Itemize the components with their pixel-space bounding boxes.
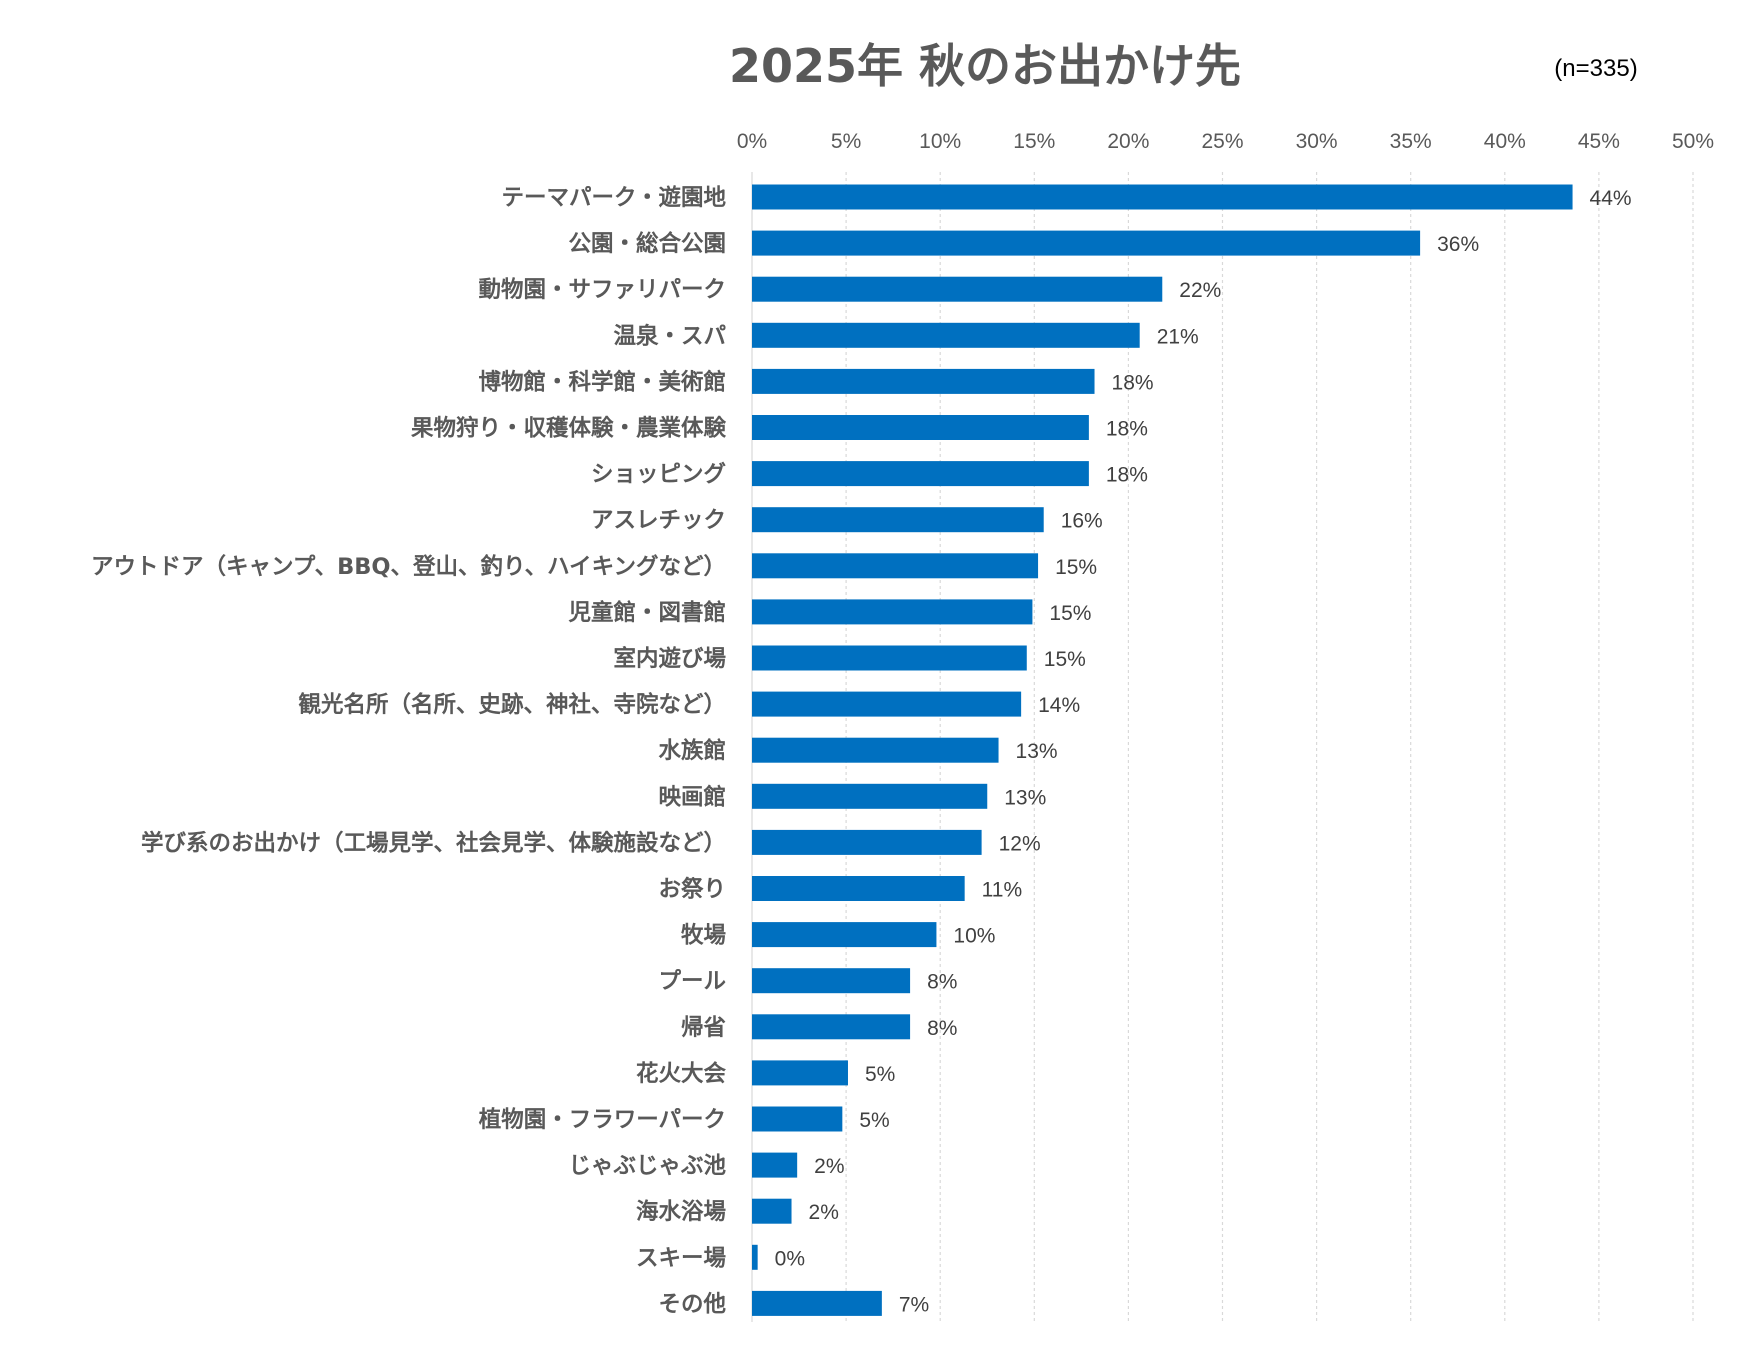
labels: 0% 5% 10% 15% 20% 25% 30% 35% 40% 45% 50% テーマパーク・遊園…: [91, 130, 1714, 1317]
x-tick-label: 50%: [1672, 130, 1714, 153]
bar: [752, 1198, 792, 1224]
category-label: 花火大会: [636, 1060, 727, 1087]
bar: [752, 415, 1089, 440]
bars: [752, 184, 1573, 1316]
value-label: 18%: [1106, 418, 1148, 441]
x-tick-label: 0%: [737, 130, 767, 153]
value-label: 36%: [1437, 233, 1479, 256]
category-label: 映画館: [658, 783, 726, 810]
bar: [752, 645, 1027, 671]
category-label: 観光名所（名所、史跡、神社、寺院など）: [298, 691, 726, 718]
value-label: 44%: [1590, 187, 1632, 210]
value-label: 5%: [865, 1063, 895, 1086]
category-label: 動物園・サファリパーク: [478, 276, 726, 303]
category-label: プール: [658, 969, 726, 995]
category-label: テーマパーク・遊園地: [501, 184, 726, 211]
value-label: 10%: [953, 925, 995, 948]
category-label: アスレチック: [591, 508, 726, 534]
value-label: 14%: [1038, 694, 1080, 717]
bar: [752, 1244, 758, 1270]
value-label: 18%: [1106, 464, 1148, 487]
value-label: 22%: [1179, 279, 1221, 302]
category-label: その他: [658, 1291, 726, 1317]
value-label: 0%: [775, 1247, 805, 1270]
category-label: 室内遊び場: [613, 645, 726, 672]
category-label: 牧場: [681, 922, 727, 949]
bar: [752, 553, 1039, 579]
bar: [752, 968, 911, 994]
x-tick-label: 35%: [1390, 130, 1432, 153]
bar: [752, 599, 1033, 625]
bar: [752, 922, 937, 948]
category-label: ショッピング: [591, 461, 727, 488]
value-label: 8%: [927, 971, 957, 994]
bar: [752, 230, 1421, 256]
x-tick-label: 5%: [831, 130, 861, 153]
bar: [752, 829, 982, 855]
bar: [752, 783, 988, 809]
value-label: 18%: [1112, 371, 1154, 394]
bar: [752, 691, 1022, 717]
bar: [752, 1060, 848, 1086]
category-label: 公園・総合公園: [568, 230, 726, 257]
value-label: 7%: [899, 1293, 929, 1316]
category-label: 植物園・フラワーパーク: [479, 1106, 726, 1133]
category-label: 海水浴場: [636, 1198, 727, 1225]
value-label: 11%: [982, 879, 1022, 902]
bar: [752, 184, 1573, 210]
value-label: 8%: [927, 1017, 957, 1040]
category-label: アウトドア（キャンプ、BBQ、登山、釣り、ハイキングなど）: [91, 553, 726, 580]
x-tick-label: 15%: [1013, 130, 1055, 153]
category-label: 水族館: [658, 737, 726, 764]
bar: [752, 737, 999, 763]
x-tick-label: 40%: [1484, 130, 1526, 153]
category-label: スキー場: [636, 1245, 727, 1271]
value-label: 15%: [1055, 556, 1097, 579]
x-tick-label: 20%: [1107, 130, 1149, 153]
category-label: じゃぶじゃぶ池: [568, 1153, 726, 1179]
category-label: 学び系のお出かけ（工場見学、社会見学、体験施設など）: [141, 829, 726, 856]
value-label: 2%: [809, 1201, 839, 1224]
category-label: お祭り: [658, 876, 726, 903]
bar: [752, 876, 965, 901]
sample-size-note: (n=335): [1554, 55, 1637, 82]
bar: [752, 276, 1163, 302]
value-label: 12%: [999, 832, 1041, 855]
bar: [752, 461, 1089, 487]
category-label: 児童館・図書館: [567, 599, 726, 626]
chart-title: 2025年 秋のお出かけ先: [729, 39, 1241, 93]
x-tick-label: 25%: [1201, 130, 1243, 153]
x-tick-label: 30%: [1296, 130, 1338, 153]
bar: [752, 1014, 911, 1040]
bar: [752, 1106, 843, 1132]
value-label: 21%: [1157, 325, 1199, 348]
category-label: 温泉・スパ: [613, 322, 726, 349]
category-label: 博物館・科学館・美術館: [478, 368, 726, 395]
value-label: 13%: [1016, 740, 1058, 763]
bar: [752, 1290, 882, 1316]
x-tick-label: 10%: [919, 130, 961, 153]
value-label: 2%: [814, 1155, 844, 1178]
bar: [752, 322, 1140, 348]
x-tick-label: 45%: [1578, 130, 1620, 153]
bar: [752, 368, 1095, 394]
category-label: 帰省: [681, 1015, 726, 1041]
value-label: 5%: [859, 1109, 889, 1132]
value-label: 15%: [1049, 602, 1091, 625]
category-label: 果物狩り・収穫体験・農業体験: [411, 415, 727, 442]
value-label: 16%: [1061, 510, 1103, 533]
value-label: 13%: [1004, 786, 1046, 809]
bar: [752, 1152, 798, 1178]
value-label: 15%: [1044, 648, 1086, 671]
bar: [752, 507, 1044, 533]
